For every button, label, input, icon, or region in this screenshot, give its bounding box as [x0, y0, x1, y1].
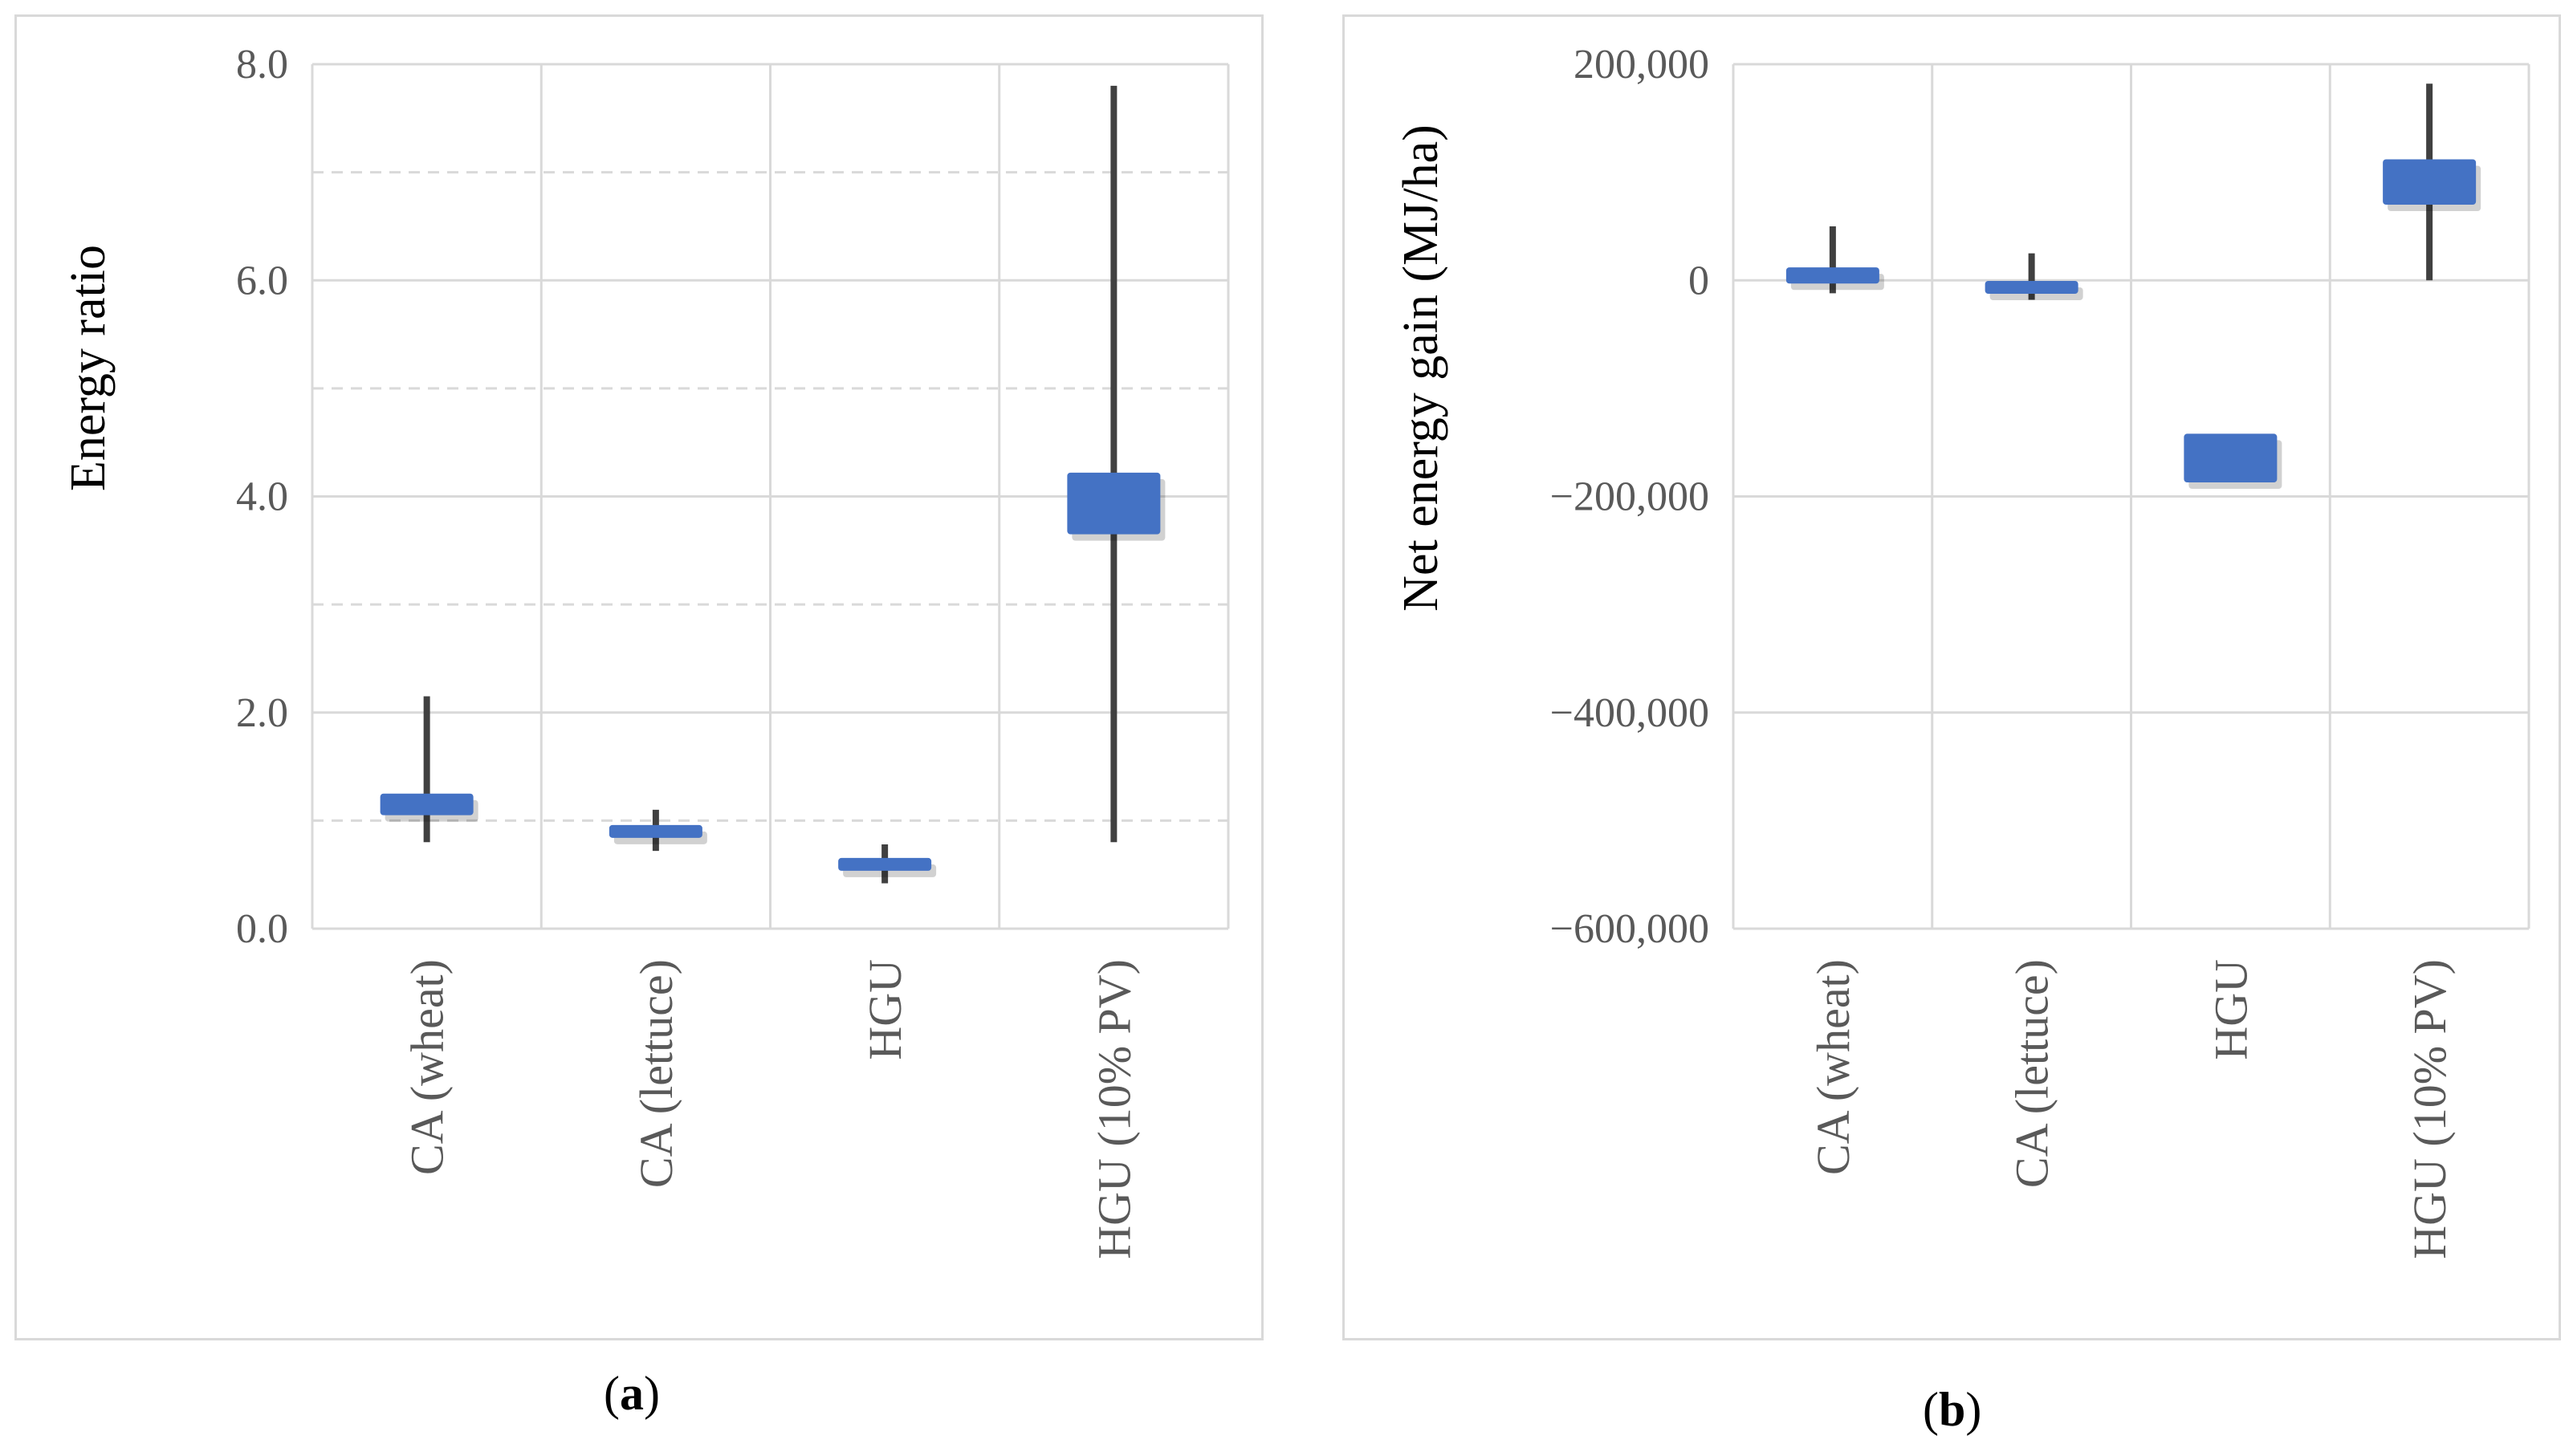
box-3: [2383, 159, 2477, 205]
box-0: [380, 793, 474, 815]
energy-ratio-chart: 0.0 2.0 4.0 6.0 8.0 Energy ratio CA (wheat) CA …: [61, 42, 1230, 1259]
box-2: [838, 857, 932, 871]
x-category-label: HGU: [859, 959, 911, 1060]
y-tick-label: −200,000: [1550, 474, 1709, 520]
y-tick-label: −400,000: [1550, 690, 1709, 736]
chart-panel-a: [14, 14, 1264, 1340]
x-category-label: CA (wheat): [401, 959, 454, 1175]
x-category-label: HGU (10% PV): [1088, 959, 1140, 1259]
box-3: [1067, 472, 1161, 535]
y-axis-label: Net energy gain (MJ/ha): [1394, 124, 1448, 612]
x-category-label: HGU (10% PV): [2404, 959, 2456, 1259]
y-tick-label: 6.0: [236, 258, 288, 303]
box-0: [1785, 267, 1879, 284]
y-axis-label: Energy ratio: [61, 245, 116, 491]
box-1: [1985, 281, 2078, 295]
y-tick-label: −600,000: [1550, 906, 1709, 952]
caption-b: (b): [1923, 1383, 1982, 1436]
y-tick-label: 0.0: [236, 906, 288, 952]
chart-panel-b: [1342, 14, 2561, 1340]
caption-a: (a): [604, 1367, 660, 1420]
y-tick-label: 8.0: [236, 42, 288, 87]
y-tick-label: 2.0: [236, 690, 288, 736]
y-tick-label: 0: [1688, 258, 1709, 303]
y-tick-label: 200,000: [1574, 42, 1709, 87]
y-tick-label: 4.0: [236, 474, 288, 520]
box-2: [2184, 433, 2278, 482]
x-category-label: HGU: [2205, 959, 2257, 1060]
x-category-label: CA (lettuce): [2006, 959, 2058, 1188]
net-energy-gain-chart: −600,000 −400,000 −200,000 0 200,000 Net ener…: [1394, 42, 2530, 1259]
x-category-label: CA (lettuce): [630, 959, 682, 1188]
box-1: [609, 824, 702, 838]
x-category-label: CA (wheat): [1807, 959, 1859, 1175]
